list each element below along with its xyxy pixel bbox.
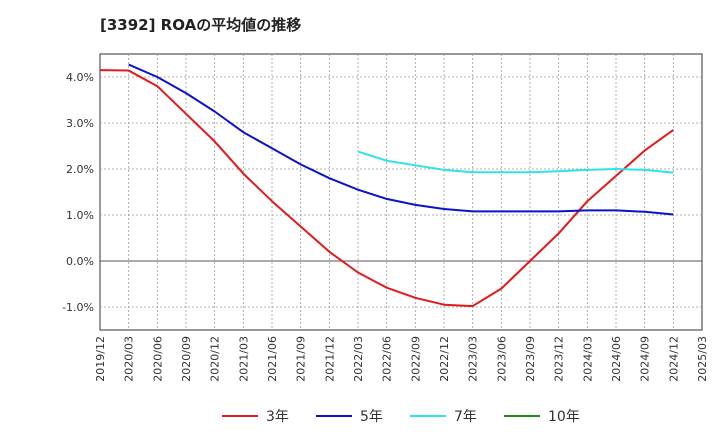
legend-item: 5年 [316, 406, 383, 426]
legend-item: 10年 [504, 406, 580, 426]
legend-label: 7年 [454, 409, 477, 425]
legend-swatch [504, 415, 540, 417]
x-tick-label: 2022/03 [352, 336, 365, 382]
legend-swatch [222, 415, 258, 417]
x-tick-label: 2025/03 [696, 336, 709, 382]
legend-label: 5年 [360, 409, 383, 425]
x-tick-label: 2021/12 [323, 336, 336, 382]
x-tick-label: 2024/03 [581, 336, 594, 382]
y-tick-label: 1.0% [66, 209, 94, 222]
y-tick-label: 2.0% [66, 163, 94, 176]
plot-frame [99, 53, 703, 331]
line-chart: -1.0% 0.0% 1.0% 2.0% 3.0% 4.0% 2019/12 2020/03 2… [62, 53, 709, 382]
x-tick-label: 2022/09 [409, 336, 422, 382]
x-tick-label: 2022/06 [381, 336, 394, 382]
x-tick-label: 2021/03 [237, 336, 250, 382]
x-tick-label: 2023/12 [553, 336, 566, 382]
x-tick-label: 2020/03 [123, 336, 136, 382]
x-tick-label: 2024/12 [667, 336, 680, 382]
legend-item: 7年 [410, 406, 477, 426]
chart-title: [3392] ROAの平均値の推移 [100, 16, 302, 34]
legend-swatch [316, 415, 352, 417]
legend-item: 3年 [222, 406, 289, 426]
x-tick-label: 2024/09 [639, 336, 652, 382]
legend: 3年 5年 7年 10年 [0, 406, 720, 430]
legend-label: 10年 [548, 409, 580, 425]
series-line [99, 69, 674, 308]
x-tick-label: 2020/09 [180, 336, 193, 382]
x-tick-label: 2020/06 [151, 336, 164, 382]
x-tick-label: 2023/06 [495, 336, 508, 382]
y-tick-label: 4.0% [66, 71, 94, 84]
x-tick-label: 2024/06 [610, 336, 623, 382]
y-tick-label: 0.0% [66, 255, 94, 268]
series-line [128, 63, 674, 216]
x-tick-label: 2023/09 [524, 336, 537, 382]
x-tick-label: 2021/06 [266, 336, 279, 382]
x-tick-label: 2020/12 [209, 336, 222, 382]
x-tick-label: 2021/09 [295, 336, 308, 382]
legend-swatch [410, 415, 446, 417]
x-tick-label: 2022/12 [438, 336, 451, 382]
x-tick-label: 2023/03 [467, 336, 480, 382]
x-tick-label: 2019/12 [94, 336, 107, 382]
legend-label: 3年 [266, 409, 289, 425]
y-tick-label: -1.0% [62, 301, 94, 314]
series-line [357, 150, 674, 174]
y-tick-label: 3.0% [66, 117, 94, 130]
